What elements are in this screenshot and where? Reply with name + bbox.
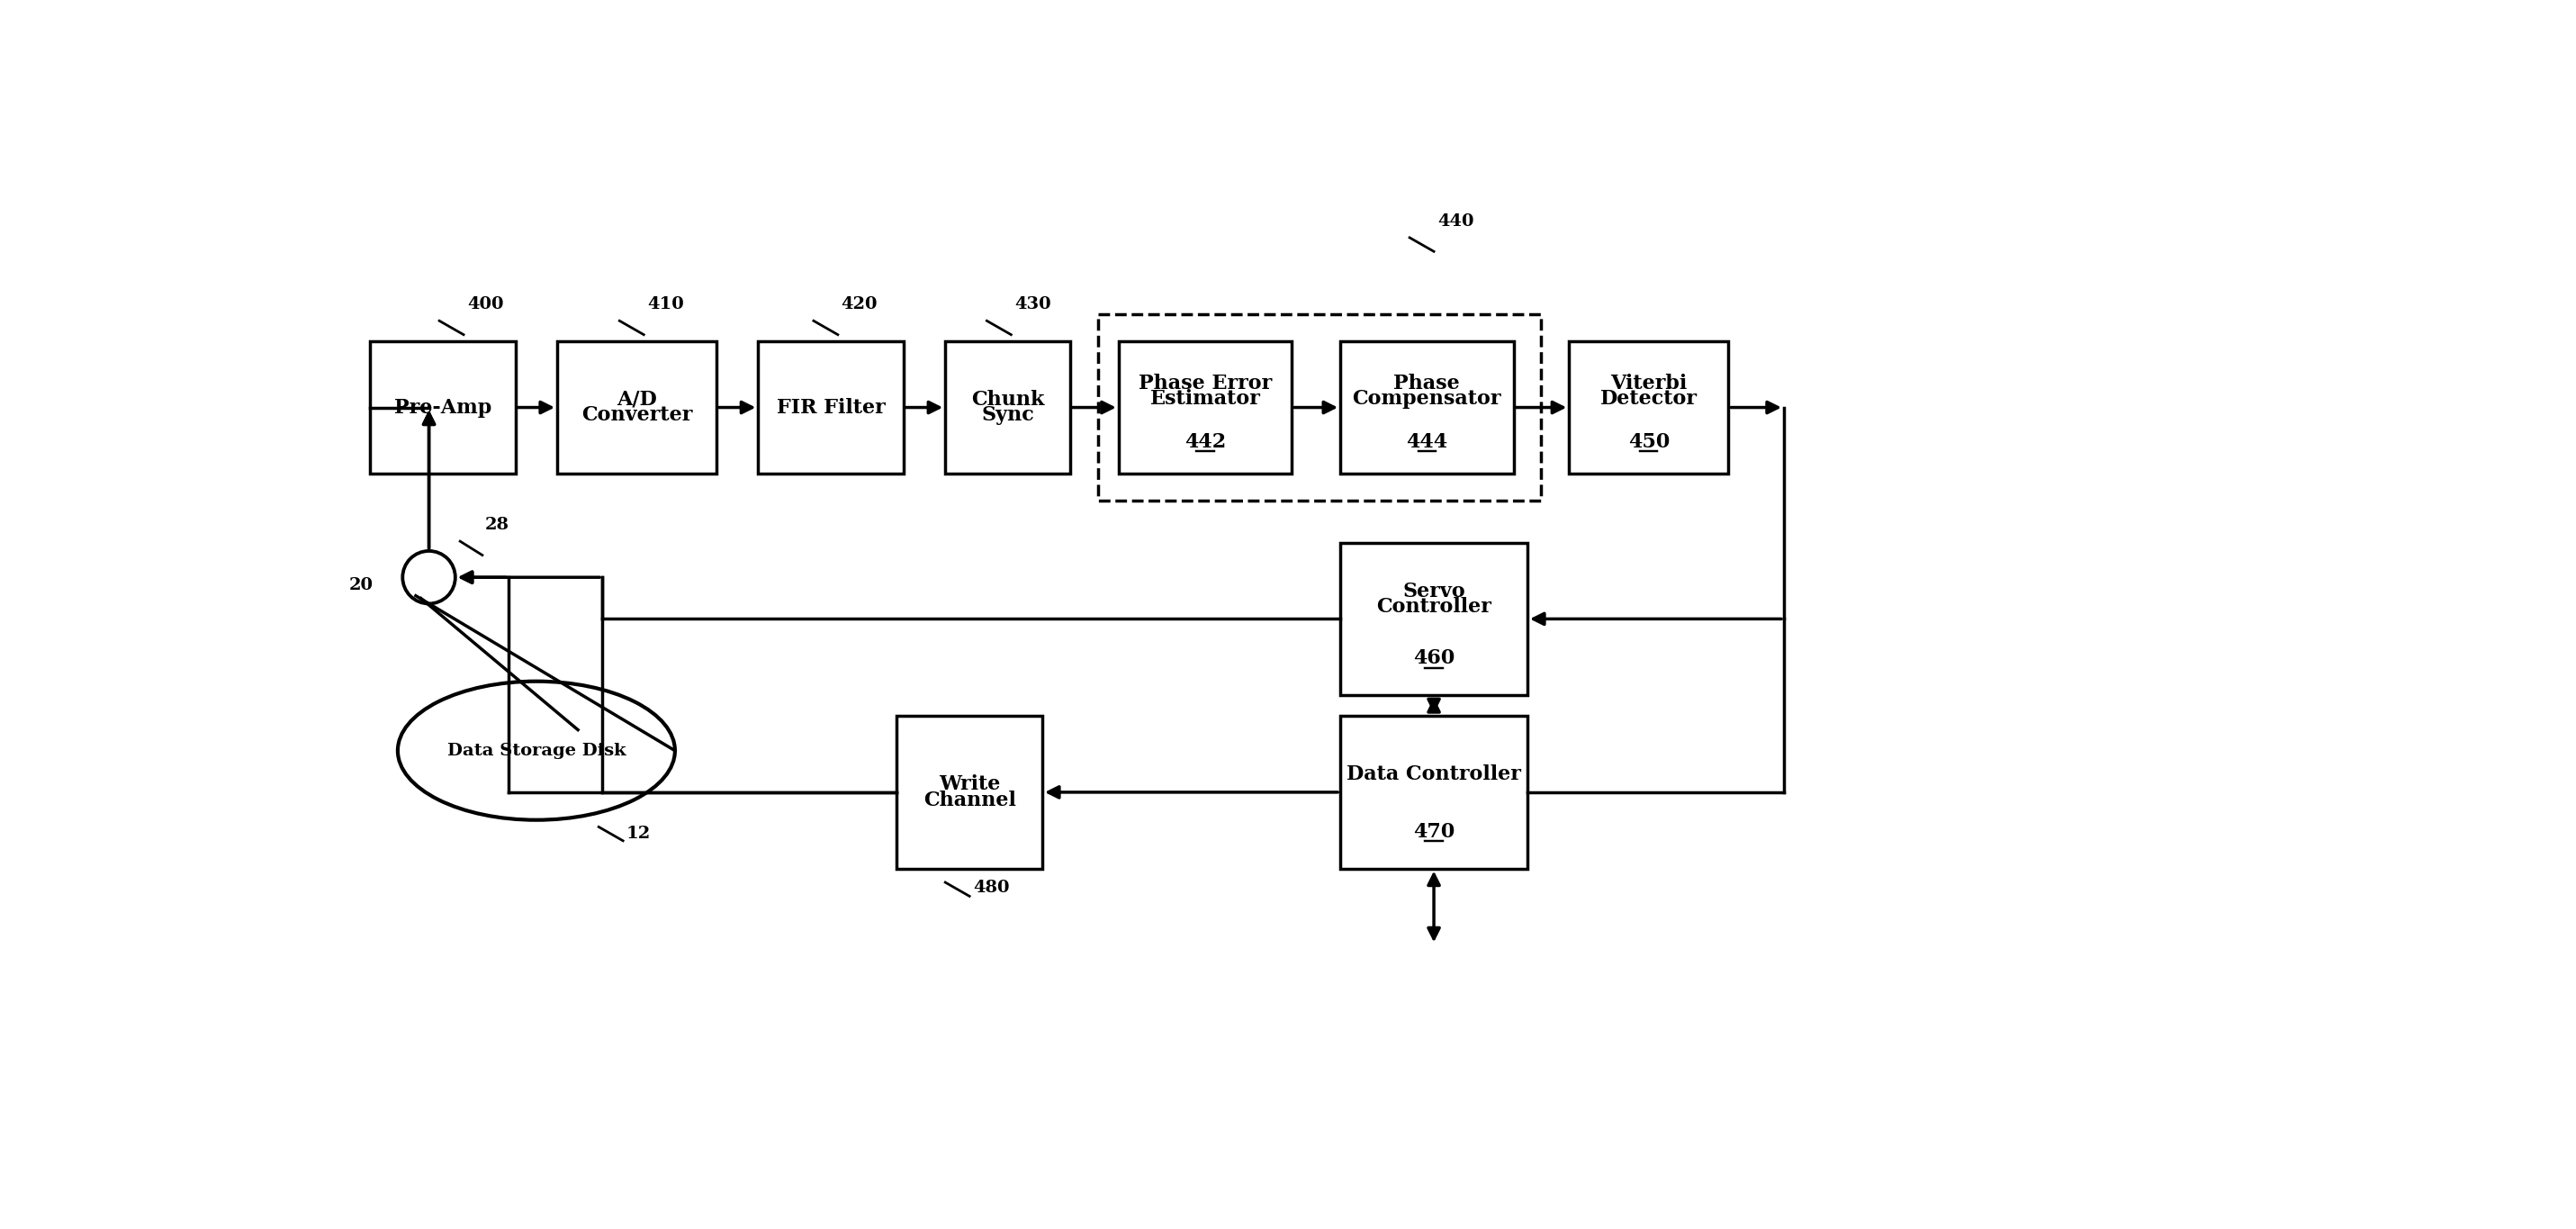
Text: Compensator: Compensator [1352, 388, 1502, 408]
Text: 430: 430 [1015, 296, 1051, 312]
Text: Sync: Sync [981, 406, 1033, 425]
Text: 28: 28 [484, 516, 510, 533]
Text: Write: Write [938, 774, 999, 794]
Text: Pre-Amp: Pre-Amp [394, 397, 492, 418]
Bar [896, 717, 1043, 869]
Bar [1340, 717, 1528, 869]
Text: Phase: Phase [1394, 374, 1461, 393]
Text: 442: 442 [1185, 431, 1226, 451]
Text: Estimator: Estimator [1149, 388, 1260, 408]
Text: Data Controller: Data Controller [1347, 764, 1520, 784]
Text: Servo: Servo [1401, 581, 1466, 601]
Bar [1118, 342, 1291, 473]
Text: Phase Error: Phase Error [1139, 374, 1273, 393]
Text: 480: 480 [974, 880, 1010, 896]
Bar [1340, 543, 1528, 696]
Text: 410: 410 [647, 296, 683, 312]
Bar [757, 342, 904, 473]
Text: 440: 440 [1437, 213, 1473, 230]
Text: 450: 450 [1628, 431, 1669, 451]
Text: 470: 470 [1414, 822, 1455, 842]
Bar [1097, 313, 1540, 501]
Text: Chunk: Chunk [971, 390, 1043, 409]
Text: Converter: Converter [582, 406, 693, 425]
Text: 20: 20 [350, 578, 374, 594]
Text: FIR Filter: FIR Filter [775, 397, 886, 418]
Bar [1340, 342, 1515, 473]
Text: 444: 444 [1406, 431, 1448, 451]
Text: 460: 460 [1414, 649, 1455, 669]
Text: Controller: Controller [1376, 596, 1492, 616]
Text: 12: 12 [626, 826, 652, 842]
Text: 400: 400 [466, 296, 502, 312]
Text: Detector: Detector [1600, 388, 1698, 408]
Text: Data Storage Disk: Data Storage Disk [448, 742, 626, 758]
Text: A/D: A/D [616, 390, 657, 409]
Ellipse shape [397, 681, 675, 820]
Bar [556, 342, 716, 473]
Bar [945, 342, 1069, 473]
Circle shape [402, 551, 456, 603]
Text: Channel: Channel [922, 790, 1015, 810]
Bar [371, 342, 515, 473]
Text: 420: 420 [842, 296, 878, 312]
Text: Viterbi: Viterbi [1610, 374, 1687, 393]
Bar [1569, 342, 1728, 473]
